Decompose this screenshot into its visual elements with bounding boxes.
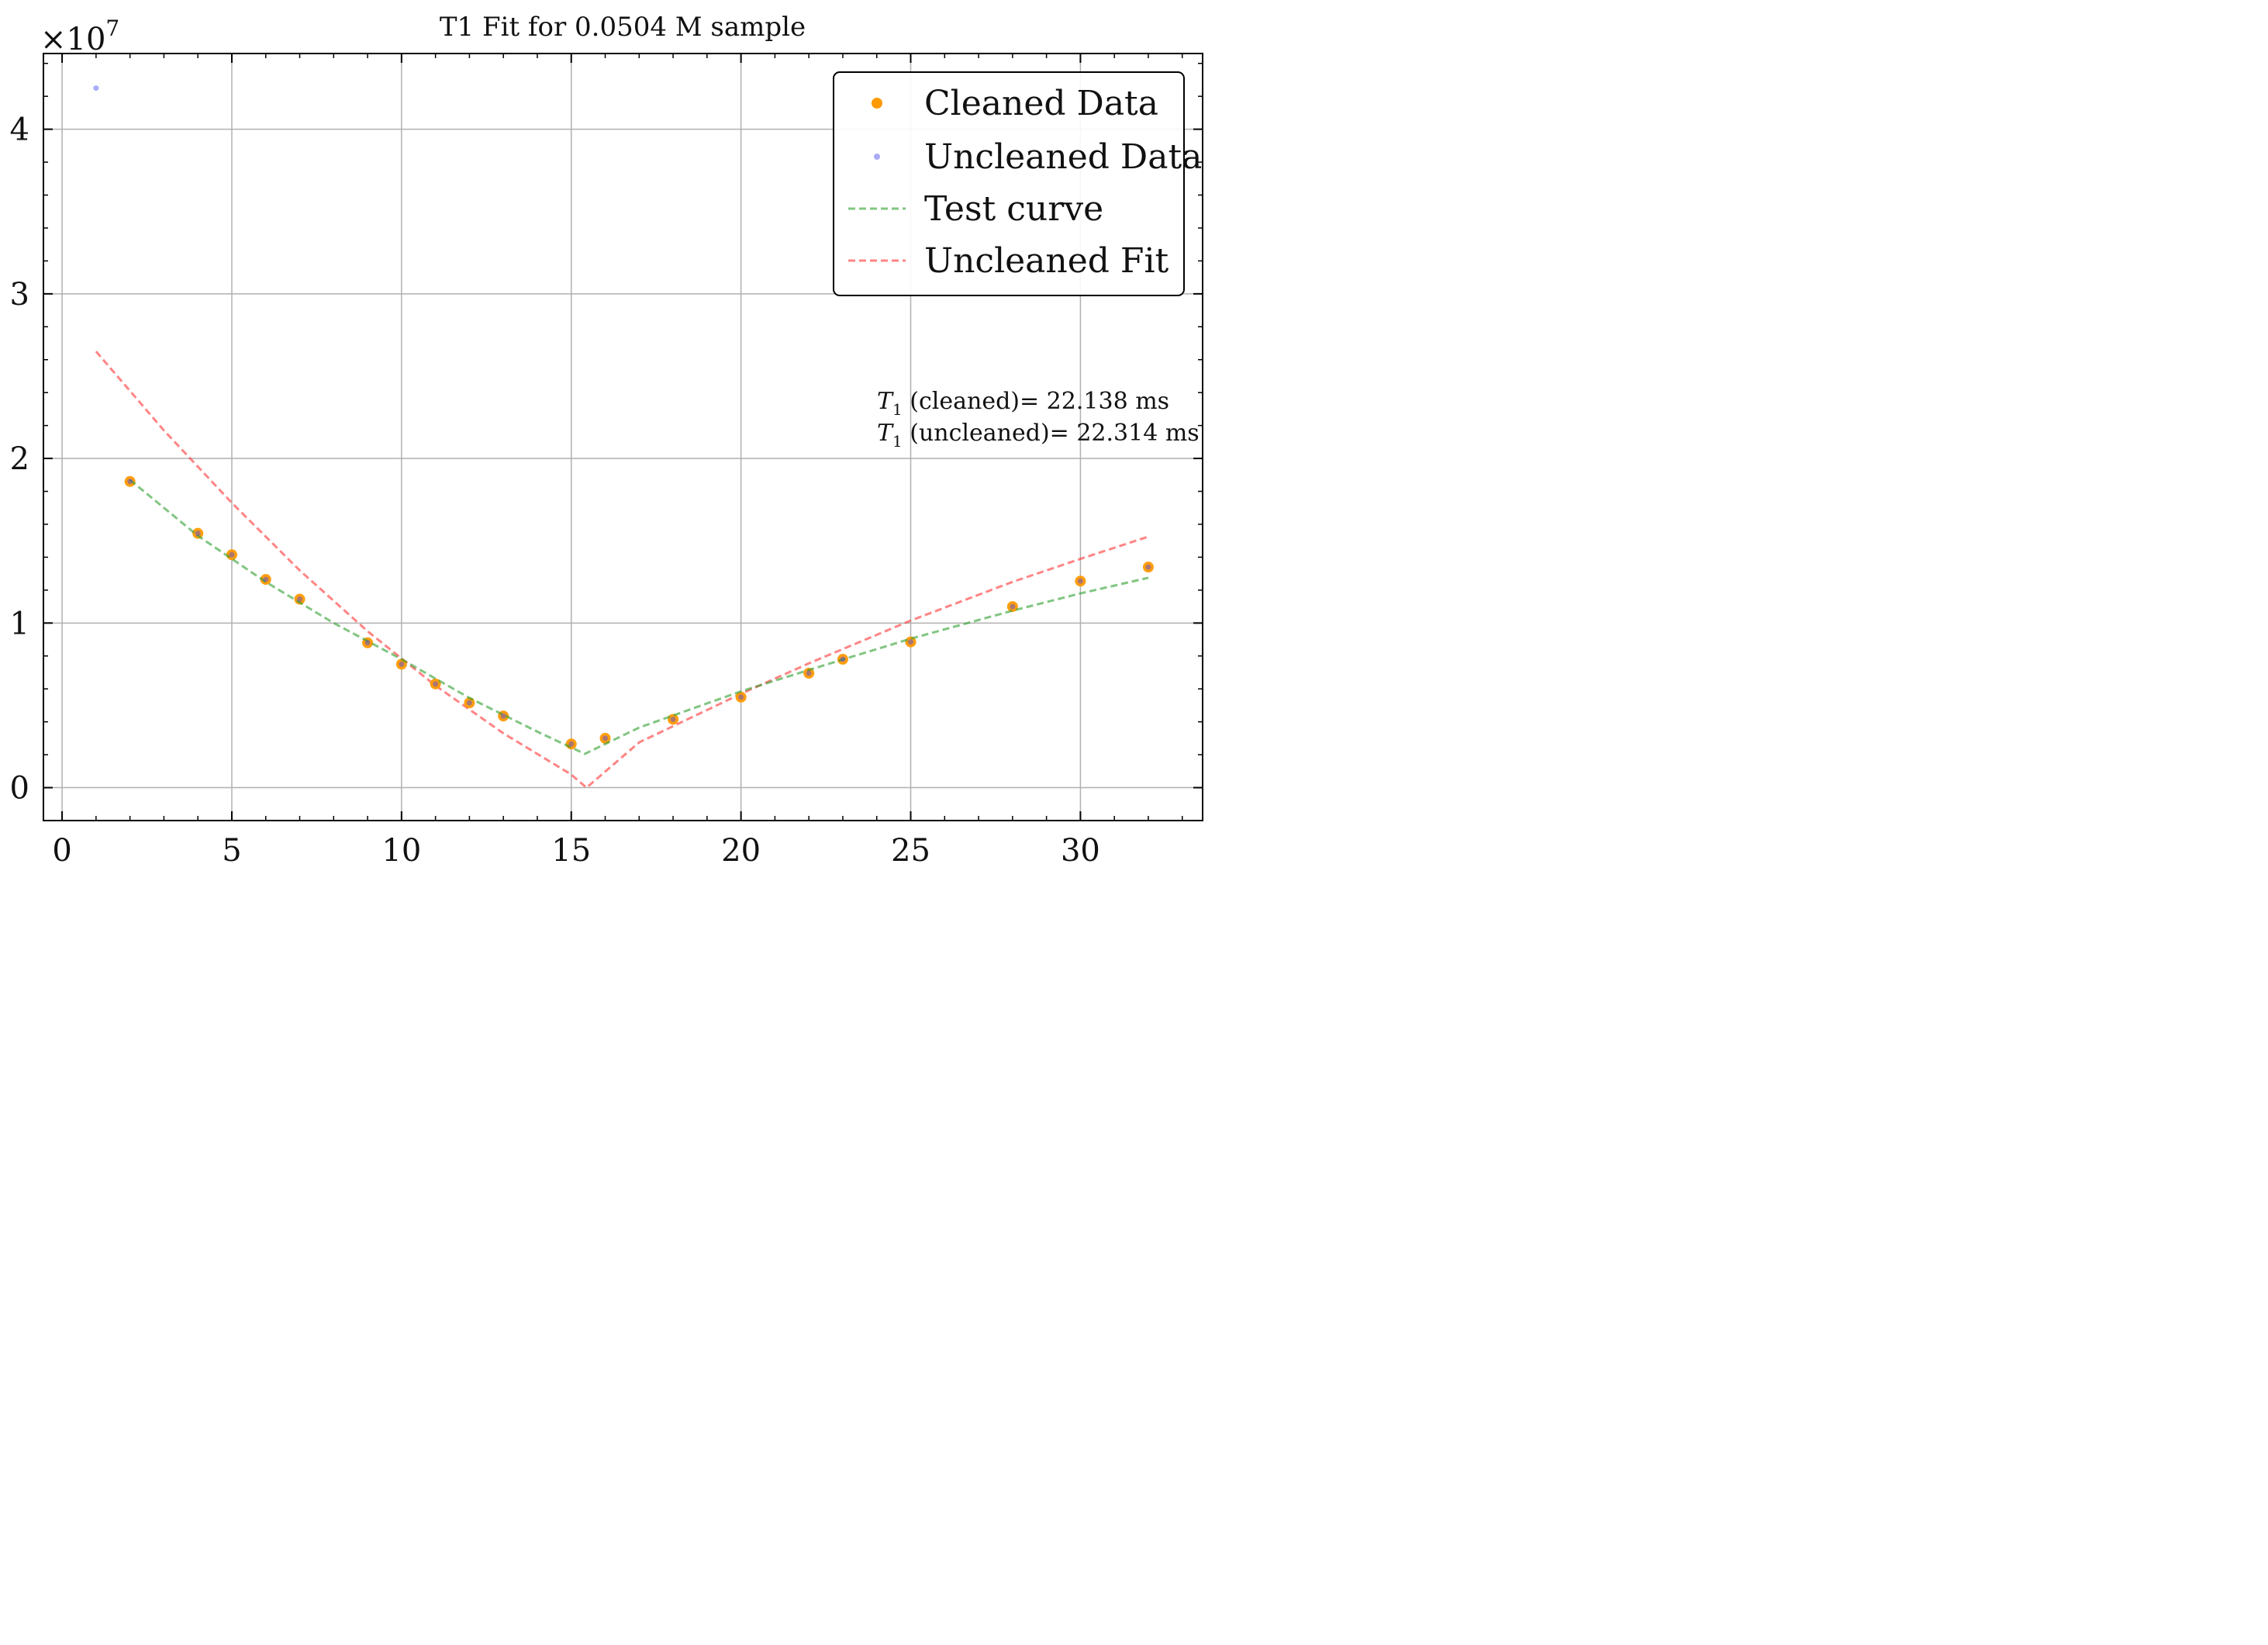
- legend-label-cleaned-data: Cleaned Data: [924, 84, 1158, 123]
- cleaned-data-point: [1142, 562, 1154, 573]
- series-layer: [93, 85, 1154, 790]
- x-tick-label: 0: [52, 833, 71, 869]
- cleaned-data-point: [803, 668, 815, 679]
- cleaned-data-point: [260, 574, 271, 586]
- uncleaned-data-point: [1077, 578, 1083, 584]
- x-tick-label: 10: [381, 833, 421, 869]
- uncleaned-data-point: [908, 639, 914, 645]
- uncleaned-data-point: [399, 661, 405, 667]
- cleaned-data-point: [430, 678, 441, 689]
- annotation-subscript: 1: [892, 432, 903, 451]
- chart: 0 5 10 15 20 25 30 0 1 2 3 4 T1 Fit for 0.0504 M sa…: [0, 0, 1211, 878]
- chart-title: T1 Fit for 0.0504 M sample: [440, 12, 806, 43]
- uncleaned-data-point: [670, 716, 676, 722]
- cleaned-data-point: [1075, 575, 1086, 587]
- annotation-value: (uncleaned)= 22.314 ms: [903, 420, 1200, 447]
- legend-marker-cleaned-data: [872, 98, 882, 109]
- uncleaned-data-point: [229, 551, 235, 558]
- uncleaned-data-point: [1145, 564, 1151, 570]
- y-exponent-power: 7: [105, 16, 119, 41]
- x-tick-label: 15: [551, 833, 591, 869]
- uncleaned-data-point: [568, 741, 575, 747]
- uncleaned-data-point: [195, 530, 201, 537]
- legend-marker-uncleaned-data: [874, 154, 880, 160]
- annotation-subscript: 1: [892, 400, 903, 419]
- uncleaned-data-point: [466, 700, 472, 706]
- legend: Cleaned Data Uncleaned Data Test curve Uncl…: [833, 71, 1202, 296]
- legend-label-uncleaned-fit: Uncleaned Fit: [924, 241, 1169, 281]
- y-tick-label: 0: [10, 771, 29, 807]
- cleaned-data-point: [599, 732, 611, 744]
- uncleaned-data-point: [433, 681, 439, 687]
- axes: 0 5 10 15 20 25 30 0 1 2 3 4: [10, 53, 1203, 869]
- y-tick-label: 3: [10, 277, 29, 313]
- legend-label-test-curve: Test curve: [924, 189, 1103, 229]
- line-test-curve: [129, 479, 1149, 755]
- y-tick-label: 4: [10, 112, 29, 148]
- cleaned-data-point: [735, 691, 747, 703]
- uncleaned-data-point: [500, 713, 506, 719]
- y-tick-label: 2: [10, 441, 29, 477]
- legend-box: [833, 71, 1185, 296]
- uncleaned-data-point: [1010, 603, 1016, 610]
- uncleaned-data-point: [602, 735, 609, 741]
- uncleaned-data-point: [364, 640, 371, 646]
- cleaned-data-point: [124, 475, 136, 487]
- uncleaned-data-point: [127, 479, 133, 485]
- chart-svg: 0 5 10 15 20 25 30 0 1 2 3 4 T1 Fit for 0.0504 M sa…: [10, 12, 1203, 869]
- annotation-value: (cleaned)= 22.138 ms: [903, 388, 1169, 415]
- uncleaned-data-point: [806, 670, 812, 676]
- cleaned-data-point: [905, 636, 917, 648]
- uncleaned-data-point: [738, 694, 744, 700]
- cleaned-data-point: [1006, 601, 1018, 613]
- plot-frame: [43, 53, 1203, 821]
- annotation-symbol: T: [877, 420, 894, 447]
- y-tick-label: 1: [10, 606, 29, 641]
- cleaned-data-point: [668, 714, 679, 725]
- y-exponent-base: ×10: [40, 22, 105, 57]
- uncleaned-data-point: [840, 656, 846, 662]
- annotation-symbol: T: [877, 388, 894, 415]
- annotation-t1: T1 (cleaned)= 22.138 ms: [877, 388, 1169, 419]
- line-uncleaned-fit: [95, 351, 1149, 790]
- x-tick-label: 5: [222, 833, 241, 869]
- uncleaned-data-point: [263, 576, 269, 582]
- cleaned-data-point: [192, 527, 204, 539]
- uncleaned-data-point: [93, 85, 99, 92]
- x-tick-label: 25: [891, 833, 930, 869]
- y-exponent-label: ×107: [40, 16, 119, 57]
- annotation-t1: T1 (uncleaned)= 22.314 ms: [877, 420, 1200, 451]
- legend-label-uncleaned-data: Uncleaned Data: [924, 137, 1202, 177]
- x-tick-label: 20: [721, 833, 761, 869]
- uncleaned-data-point: [297, 596, 303, 603]
- x-tick-label: 30: [1061, 833, 1100, 869]
